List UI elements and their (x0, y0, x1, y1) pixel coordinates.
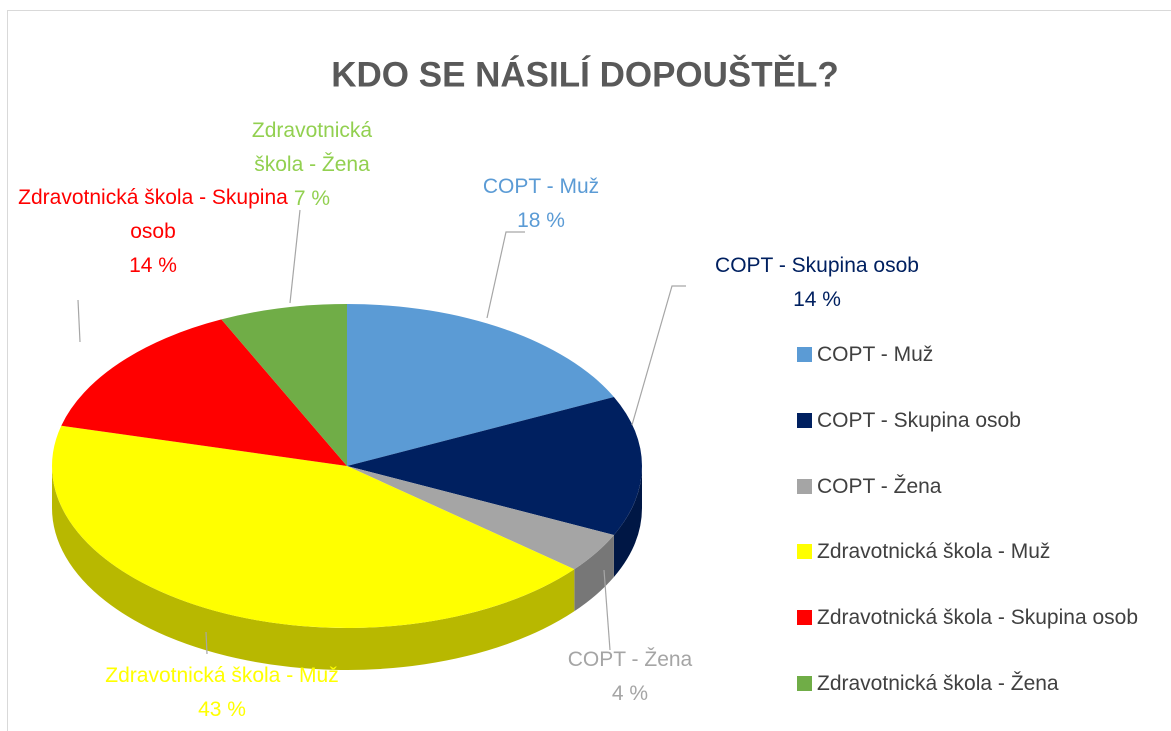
legend-swatch (797, 610, 812, 625)
legend-label: Zdravotnická škola - Muž (817, 540, 1051, 563)
pie-slice-side (613, 466, 642, 577)
pie-slice (51, 425, 575, 628)
pie-slice (347, 304, 614, 466)
legend-label: COPT - Skupina osob (817, 409, 1021, 432)
data-label: COPT - Žena 4 % (530, 643, 730, 711)
pie-slice-side (574, 534, 614, 612)
data-label-name: Zdravotnická škola - Žena (251, 119, 373, 176)
leader-line (486, 231, 525, 319)
pie-slice (347, 466, 614, 570)
leader-line (205, 631, 208, 655)
legend-swatch (797, 347, 812, 362)
legend-label: Zdravotnická škola - Žena (817, 672, 1059, 695)
data-label: Zdravotnická škola - Žena 7 % (227, 114, 397, 216)
pie-slice-side (52, 466, 575, 670)
data-label: COPT - Skupina osob 14 % (667, 249, 967, 317)
legend-item: Zdravotnická škola - Žena (797, 667, 1155, 700)
leader-line (289, 209, 301, 304)
data-label-value: 4 % (611, 682, 649, 705)
pie-slice (221, 304, 347, 466)
legend-item: COPT - Žena (797, 470, 1155, 503)
data-label-name: COPT - Žena (567, 648, 693, 671)
legend-item: Zdravotnická škola - Muž (797, 535, 1155, 568)
legend-item: COPT - Skupina osob (797, 404, 1155, 437)
legend-swatch (797, 413, 812, 428)
data-label: COPT - Muž 18 % (431, 170, 651, 238)
legend-swatch (797, 676, 812, 691)
data-label-name: Zdravotnická škola - Muž (105, 664, 339, 687)
legend-label: Zdravotnická škola - Skupina osob (817, 606, 1138, 629)
data-label: Zdravotnická škola - Skupina osob 14 % (18, 181, 288, 283)
chart-border (7, 10, 1171, 731)
legend-label: COPT - Žena (817, 475, 942, 498)
data-label-value: 7 % (293, 187, 331, 210)
legend-item: COPT - Muž (797, 338, 1155, 371)
pie-slice (347, 397, 642, 535)
leader-line (603, 569, 611, 651)
data-label-value: 14 % (793, 288, 841, 311)
chart-title: KDO SE NÁSILÍ DOPOUŠTĚL? (331, 54, 839, 94)
legend-item: Zdravotnická škola - Skupina osob (797, 601, 1155, 634)
data-label: Zdravotnická škola - Muž 43 % (52, 659, 392, 727)
data-label-name: Zdravotnická škola - Skupina osob (18, 186, 288, 243)
legend-swatch (797, 544, 812, 559)
data-label-name: COPT - Skupina osob (715, 254, 919, 277)
data-label-value: 18 % (517, 209, 565, 232)
pie-slice (61, 319, 347, 466)
legend-swatch (797, 479, 812, 494)
data-label-value: 43 % (198, 698, 246, 721)
data-label-name: COPT - Muž (482, 175, 600, 198)
leader-line (77, 299, 81, 343)
data-label-value: 14 % (129, 254, 177, 277)
leader-line (631, 285, 686, 426)
legend-label: COPT - Muž (817, 343, 934, 366)
